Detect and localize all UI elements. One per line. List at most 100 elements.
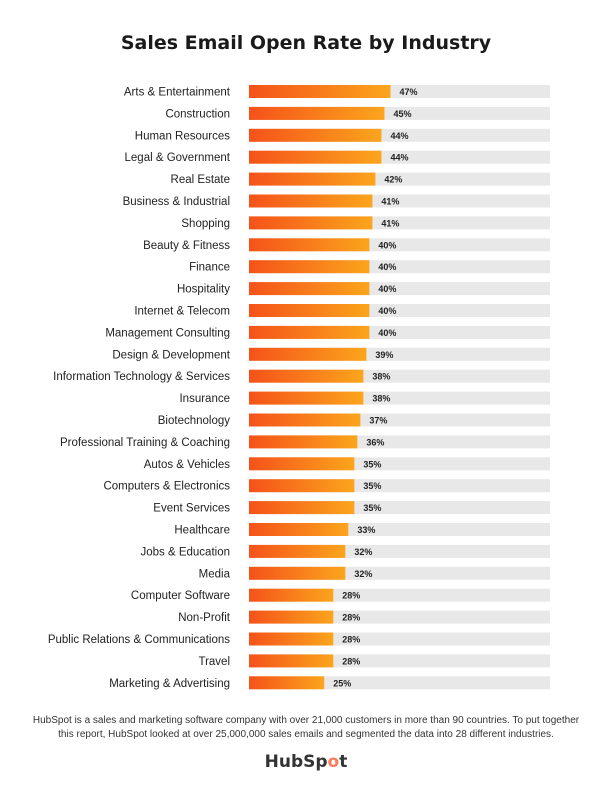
bar-row: Event Services 35% bbox=[153, 501, 550, 515]
bar bbox=[249, 566, 346, 580]
bar-row: Management Consulting 40% bbox=[105, 325, 550, 339]
bar-row: Biotechnology 37% bbox=[158, 413, 550, 427]
value-label: 40% bbox=[378, 306, 396, 316]
value-label: 40% bbox=[378, 284, 396, 294]
bar-row: Travel 28% bbox=[198, 654, 550, 668]
bar bbox=[249, 260, 370, 274]
value-label: 28% bbox=[342, 635, 360, 645]
category-label: Information Technology & Services bbox=[53, 371, 230, 383]
bar bbox=[249, 150, 382, 164]
category-label: Computer Software bbox=[131, 590, 230, 602]
value-label: 47% bbox=[399, 87, 417, 97]
category-label: Construction bbox=[165, 108, 230, 120]
bar bbox=[249, 479, 355, 493]
value-label: 41% bbox=[381, 197, 399, 207]
category-label: Real Estate bbox=[171, 174, 230, 186]
category-label: Business & Industrial bbox=[123, 196, 230, 208]
category-label: Travel bbox=[198, 656, 230, 668]
bar-row: Information Technology & Services 38% bbox=[53, 369, 550, 383]
bar-row: Computer Software 28% bbox=[131, 588, 550, 602]
bar bbox=[249, 106, 385, 120]
value-label: 37% bbox=[369, 416, 387, 426]
bar bbox=[249, 325, 370, 339]
value-label: 36% bbox=[366, 437, 384, 447]
value-label: 35% bbox=[363, 503, 381, 513]
bar bbox=[249, 391, 364, 405]
value-label: 40% bbox=[378, 328, 396, 338]
bar bbox=[249, 216, 373, 230]
category-label: Jobs & Education bbox=[140, 546, 230, 558]
bar-row: Arts & Entertainment 47% bbox=[124, 85, 550, 99]
bar bbox=[249, 588, 334, 602]
bar-chart: Arts & Entertainment 47% Construction 45% Hu… bbox=[48, 85, 550, 690]
category-label: Media bbox=[199, 568, 231, 580]
category-label: Internet & Telecom bbox=[134, 306, 230, 318]
category-label: Non-Profit bbox=[178, 612, 231, 624]
category-label: Public Relations & Communications bbox=[48, 634, 230, 646]
bar-row: Real Estate 42% bbox=[171, 172, 550, 186]
category-label: Finance bbox=[189, 262, 230, 274]
value-label: 39% bbox=[375, 350, 393, 360]
bar bbox=[249, 304, 370, 317]
hubspot-logo: HubSpot bbox=[264, 752, 348, 772]
category-label: Shopping bbox=[181, 218, 230, 230]
bar bbox=[249, 523, 349, 536]
bar-row: Computers & Electronics 35% bbox=[103, 479, 550, 493]
value-label: 32% bbox=[354, 569, 372, 579]
bar bbox=[249, 413, 361, 427]
value-label: 33% bbox=[357, 525, 375, 535]
bar-row: Insurance 38% bbox=[179, 391, 550, 405]
value-label: 25% bbox=[333, 678, 351, 688]
value-label: 42% bbox=[384, 175, 402, 185]
bar bbox=[249, 369, 364, 383]
bar bbox=[249, 435, 358, 449]
bar bbox=[249, 194, 373, 208]
bar bbox=[249, 676, 325, 690]
bar bbox=[249, 610, 334, 624]
value-label: 44% bbox=[390, 131, 408, 141]
bar bbox=[249, 128, 382, 142]
category-label: Event Services bbox=[153, 503, 230, 515]
value-label: 28% bbox=[342, 591, 360, 601]
category-label: Human Resources bbox=[135, 130, 230, 142]
value-label: 40% bbox=[378, 262, 396, 272]
bar-row: Construction 45% bbox=[165, 106, 550, 120]
bar-row: Internet & Telecom 40% bbox=[134, 304, 550, 318]
bar-row: Finance 40% bbox=[189, 260, 550, 274]
footnote: HubSpot is a sales and marketing softwar… bbox=[32, 715, 580, 740]
bar-row: Design & Development 39% bbox=[112, 347, 550, 361]
bar-row: Beauty & Fitness 40% bbox=[143, 238, 550, 252]
category-label: Professional Training & Coaching bbox=[60, 437, 230, 449]
value-label: 38% bbox=[372, 372, 390, 382]
category-label: Beauty & Fitness bbox=[143, 240, 230, 252]
bar-row: Business & Industrial 41% bbox=[123, 194, 550, 208]
bar bbox=[249, 457, 355, 471]
bar-row: Hospitality 40% bbox=[177, 282, 550, 296]
category-label: Autos & Vehicles bbox=[144, 459, 231, 471]
value-label: 38% bbox=[372, 394, 390, 404]
bar-row: Professional Training & Coaching 36% bbox=[60, 435, 550, 449]
bar-row: Public Relations & Communications 28% bbox=[48, 632, 550, 646]
bar-row: Non-Profit 28% bbox=[178, 610, 550, 624]
value-label: 28% bbox=[342, 613, 360, 623]
category-label: Design & Development bbox=[112, 349, 230, 361]
bar-row: Marketing & Advertising 25% bbox=[109, 676, 550, 690]
category-label: Hospitality bbox=[177, 284, 230, 296]
bar bbox=[249, 347, 367, 361]
category-label: Biotechnology bbox=[158, 415, 230, 427]
bar bbox=[249, 238, 370, 252]
bar bbox=[249, 282, 370, 296]
bar bbox=[249, 654, 334, 668]
category-label: Healthcare bbox=[174, 525, 230, 537]
category-label: Computers & Electronics bbox=[103, 481, 230, 493]
bar-row: Human Resources 44% bbox=[135, 128, 550, 142]
chart-title: Sales Email Open Rate by Industry bbox=[120, 32, 492, 54]
value-label: 44% bbox=[390, 153, 408, 163]
bar-row: Shopping 41% bbox=[181, 216, 550, 230]
category-label: Legal & Government bbox=[125, 152, 231, 164]
bar-row: Media 32% bbox=[199, 566, 550, 580]
category-label: Insurance bbox=[179, 393, 230, 405]
bar bbox=[249, 501, 355, 515]
category-label: Management Consulting bbox=[105, 327, 230, 339]
bar-row: Legal & Government 44% bbox=[125, 150, 550, 164]
